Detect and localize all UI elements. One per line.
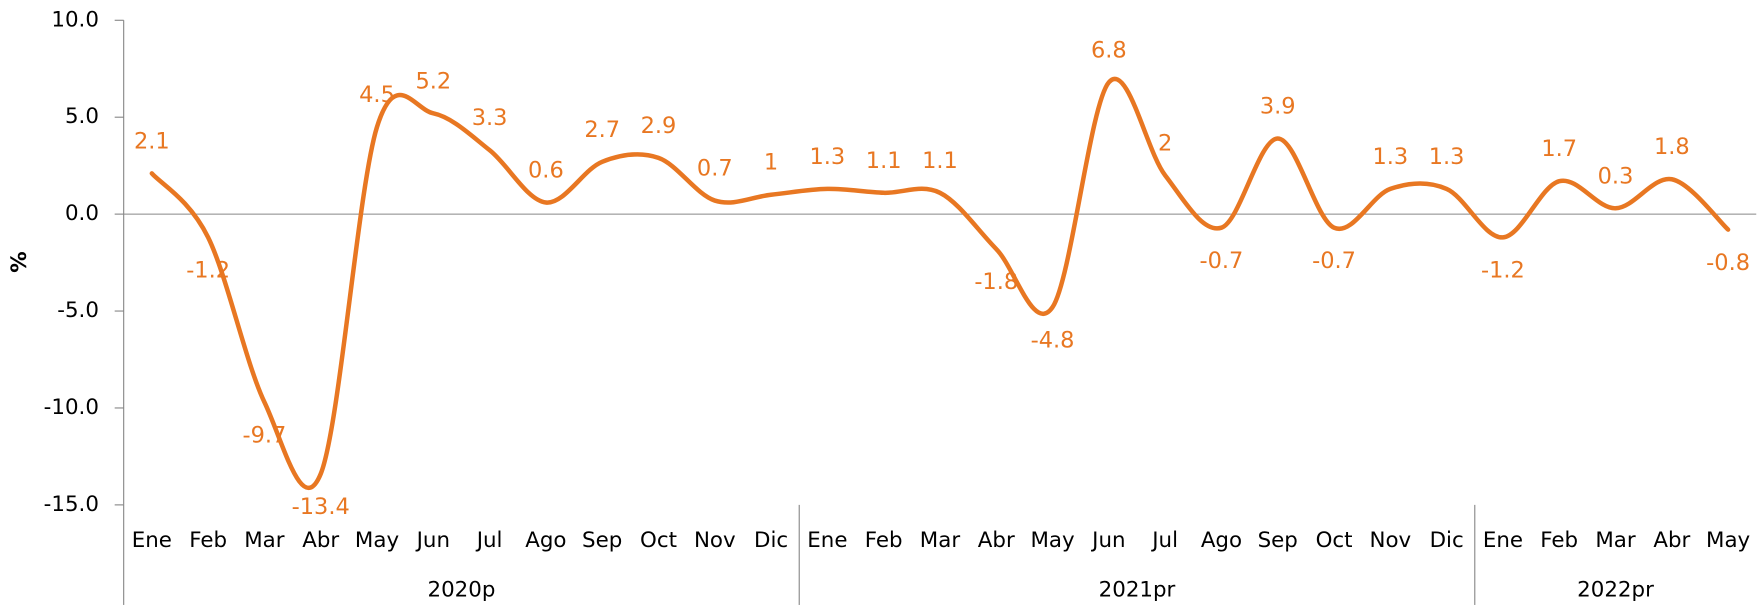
data-label: -9.7	[242, 422, 286, 448]
y-tick-label: -10.0	[44, 395, 99, 420]
data-label: -1.8	[974, 269, 1018, 295]
data-label: 4.5	[359, 82, 395, 108]
x-tick-label: Jul	[1150, 528, 1178, 553]
x-tick-label: Sep	[582, 528, 622, 553]
data-label: 3.9	[1260, 94, 1296, 120]
data-label: 0.6	[528, 158, 564, 184]
x-tick-label: Ene	[132, 528, 172, 553]
x-tick-label: Nov	[694, 528, 736, 553]
x-tick-label: May	[1706, 528, 1750, 553]
y-axis-label: %	[7, 251, 32, 272]
data-label: -1.2	[186, 258, 230, 284]
x-tick-label: May	[355, 528, 399, 553]
x-tick-label: Nov	[1369, 528, 1411, 553]
x-tick-label: Abr	[978, 528, 1015, 553]
y-tick-label: 10.0	[51, 7, 99, 32]
y-tick-label: -15.0	[44, 492, 99, 517]
x-tick-label: Abr	[302, 528, 339, 553]
y-tick-label: -5.0	[57, 298, 99, 323]
data-label: 1.3	[1372, 144, 1408, 170]
data-label: 2.9	[641, 113, 677, 139]
data-label: 1.8	[1654, 134, 1690, 160]
x-tick-label: Jun	[1090, 528, 1125, 553]
series-line	[149, 76, 1731, 491]
data-label: 1.7	[1541, 136, 1577, 162]
x-tick-label: Ago	[1201, 528, 1242, 553]
data-label: 1.1	[866, 148, 902, 174]
x-tick-label: Jul	[475, 528, 503, 553]
x-tick-label: Abr	[1653, 528, 1690, 553]
x-tick-label: Mar	[244, 528, 285, 553]
data-label: 2.7	[584, 117, 620, 143]
y-tick-label: 5.0	[65, 104, 99, 129]
x-tick-label: Oct	[1316, 528, 1353, 553]
x-tick-label: Dic	[1430, 528, 1464, 553]
data-label: 1.3	[810, 144, 846, 170]
x-tick-label: May	[1030, 528, 1074, 553]
x-tick-label: Dic	[754, 528, 788, 553]
data-label: 1.3	[1429, 144, 1465, 170]
data-label: -0.7	[1200, 248, 1244, 274]
data-label: 6.8	[1091, 37, 1127, 63]
x-tick-label: Ene	[1483, 528, 1523, 553]
x-tick-label: Jun	[415, 528, 450, 553]
data-label: 0.7	[697, 156, 733, 182]
data-label: -4.8	[1031, 327, 1075, 353]
x-tick-label: Oct	[640, 528, 677, 553]
x-tick-label: Ago	[525, 528, 566, 553]
group-label: 2020p	[427, 577, 495, 602]
x-tick-label: Feb	[1540, 528, 1578, 553]
data-label: 1	[764, 150, 778, 176]
data-label: -0.7	[1312, 248, 1356, 274]
data-label: 5.2	[415, 68, 451, 94]
y-tick-label: 0.0	[65, 201, 99, 226]
x-tick-label: Ene	[807, 528, 847, 553]
data-label: -13.4	[292, 494, 350, 520]
x-tick-label: Sep	[1258, 528, 1298, 553]
x-tick-label: Mar	[920, 528, 961, 553]
group-label: 2021pr	[1099, 577, 1176, 602]
data-label: 2	[1158, 130, 1172, 156]
data-label: 0.3	[1598, 163, 1634, 189]
data-label: -1.2	[1481, 258, 1525, 284]
data-label: 1.1	[922, 148, 958, 174]
x-tick-label: Feb	[189, 528, 227, 553]
x-tick-label: Mar	[1595, 528, 1636, 553]
data-label: -0.8	[1706, 250, 1750, 276]
x-tick-label: Feb	[865, 528, 903, 553]
data-label: 2.1	[134, 128, 170, 154]
data-label: 3.3	[472, 105, 508, 131]
group-label: 2022pr	[1577, 577, 1654, 602]
